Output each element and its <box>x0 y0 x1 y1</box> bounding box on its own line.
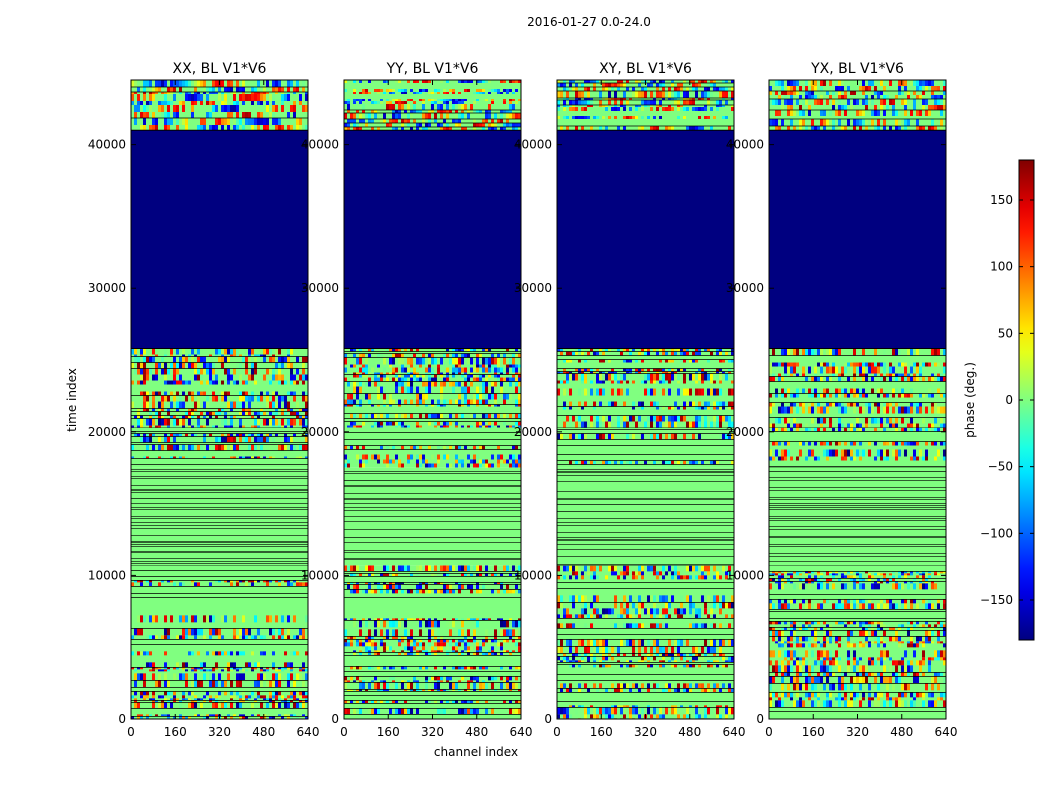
x-tick-label: 160 <box>164 725 187 739</box>
suptitle: 2016-01-27 0.0-24.0 <box>527 15 651 29</box>
x-tick-label: 160 <box>590 725 613 739</box>
heatmap-image <box>557 80 734 719</box>
colorbar-tick-label: −150 <box>980 593 1013 607</box>
region-flagged <box>557 130 734 349</box>
y-axis-label: time index <box>65 368 79 432</box>
x-tick-label: 320 <box>208 725 231 739</box>
x-tick-label: 640 <box>510 725 533 739</box>
region-noise <box>769 427 946 468</box>
region-flagged <box>344 130 521 349</box>
x-tick-label: 480 <box>252 725 275 739</box>
y-tick-label: 0 <box>756 712 764 726</box>
y-tick-label: 10000 <box>514 568 552 582</box>
heatmap-image <box>769 80 946 719</box>
x-tick-label: 640 <box>935 725 958 739</box>
y-tick-label: 20000 <box>514 425 552 439</box>
y-tick-label: 40000 <box>88 138 126 152</box>
region-zero <box>557 467 734 566</box>
y-tick-label: 40000 <box>726 138 764 152</box>
region-noise <box>344 427 521 468</box>
panel-title: YX, BL V1*V6 <box>810 61 904 77</box>
x-axis-label: channel index <box>434 745 518 759</box>
x-tick-label: 480 <box>465 725 488 739</box>
x-tick-label: 480 <box>890 725 913 739</box>
region-flagged <box>131 130 308 349</box>
y-tick-label: 40000 <box>514 138 552 152</box>
y-tick-label: 0 <box>544 712 552 726</box>
region-flagged <box>769 130 946 349</box>
colorbar-label: phase (deg.) <box>963 362 977 438</box>
y-tick-label: 30000 <box>301 281 339 295</box>
x-tick-label: 160 <box>802 725 825 739</box>
x-tick-label: 320 <box>846 725 869 739</box>
colorbar-tick-label: 50 <box>998 326 1013 340</box>
panel-title: YY, BL V1*V6 <box>386 61 479 77</box>
x-tick-label: 0 <box>553 725 561 739</box>
x-tick-label: 320 <box>634 725 657 739</box>
x-tick-label: 0 <box>340 725 348 739</box>
colorbar-tick-label: 150 <box>990 193 1013 207</box>
panel-1: XX, BL V1*V6 0 160 320 480 640 0 10000 20000 3000… <box>88 61 320 739</box>
heatmap-image <box>131 80 308 719</box>
y-tick-label: 20000 <box>88 425 126 439</box>
x-tick-label: 480 <box>678 725 701 739</box>
x-tick-label: 640 <box>723 725 746 739</box>
y-tick-label: 10000 <box>301 568 339 582</box>
y-tick-label: 20000 <box>301 425 339 439</box>
x-tick-label: 0 <box>127 725 135 739</box>
y-tick-label: 30000 <box>514 281 552 295</box>
x-tick-label: 160 <box>377 725 400 739</box>
colorbar-tick-label: 100 <box>990 260 1013 274</box>
y-tick-label: 10000 <box>88 568 126 582</box>
x-tick-label: 320 <box>421 725 444 739</box>
panel-title: XY, BL V1*V6 <box>599 61 692 77</box>
colorbar: 150 100 50 0 −50 −100 −150 <box>980 159 1035 641</box>
colorbar-tick-label: −100 <box>980 526 1013 540</box>
x-tick-label: 0 <box>765 725 773 739</box>
y-tick-label: 20000 <box>726 425 764 439</box>
x-tick-label: 640 <box>297 725 320 739</box>
y-tick-label: 10000 <box>726 568 764 582</box>
y-tick-label: 0 <box>118 712 126 726</box>
y-tick-label: 30000 <box>726 281 764 295</box>
colorbar-tick-label: −50 <box>988 460 1013 474</box>
y-tick-label: 30000 <box>88 281 126 295</box>
panel-2: YY, BL V1*V6 0 160 320 480 640 0 10000 20000 3000… <box>301 61 533 739</box>
panel-title: XX, BL V1*V6 <box>173 61 267 77</box>
panel-4: YX, BL V1*V6 0 160 320 480 640 0 10000 20000 3000… <box>726 61 958 739</box>
panels: XX, BL V1*V6 0 160 320 480 640 0 10000 20000 3000… <box>88 61 958 739</box>
colorbar-tick-label: 0 <box>1005 393 1013 407</box>
region-noise <box>769 348 946 428</box>
y-tick-label: 40000 <box>301 138 339 152</box>
y-tick-label: 0 <box>331 712 339 726</box>
heatmap-image <box>344 80 521 719</box>
panel-3: XY, BL V1*V6 0 160 320 480 640 0 10000 20000 3000… <box>514 61 746 739</box>
